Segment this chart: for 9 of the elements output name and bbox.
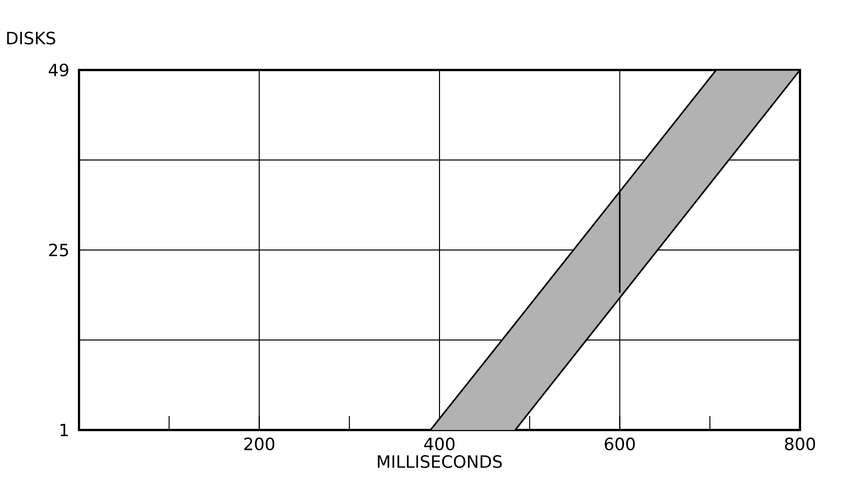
x-tick-label: 600 xyxy=(604,438,635,450)
y-tick-label: 25 xyxy=(49,244,68,256)
y-tick-label: 49 xyxy=(48,64,68,76)
y-tick-label: 1 xyxy=(60,424,68,436)
y-axis-title: DISKS xyxy=(7,32,56,44)
x-tick-label: 800 xyxy=(784,438,816,450)
x-tick-label: 400 xyxy=(424,438,455,450)
x-tick-label: 200 xyxy=(244,438,274,450)
x-axis-title: MILLISECONDS xyxy=(378,455,502,468)
